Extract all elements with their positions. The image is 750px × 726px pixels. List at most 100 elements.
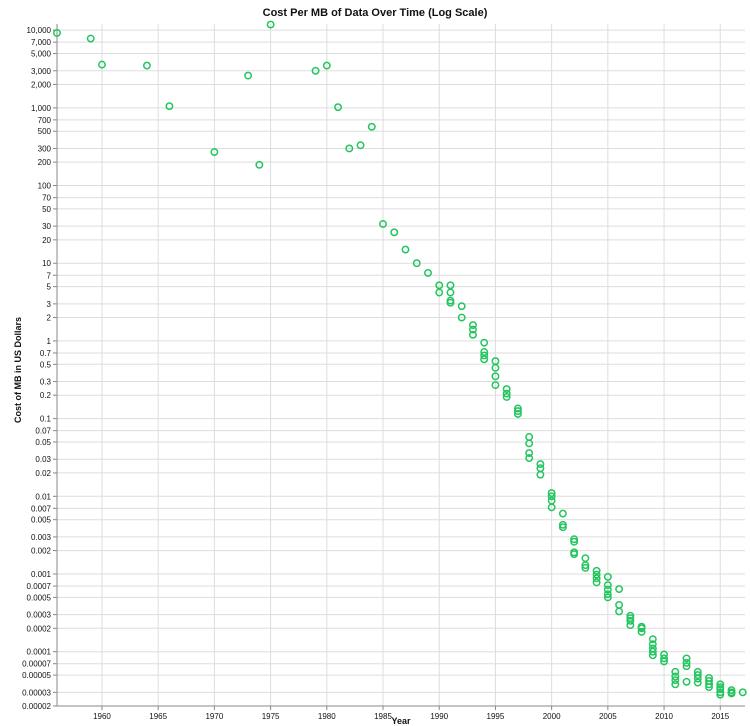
data-point: [626, 621, 635, 630]
y-tick-label: 0.0005: [27, 593, 52, 602]
x-tick-label: 2015: [711, 712, 729, 721]
y-tick-label: 1,000: [31, 104, 52, 113]
data-point: [626, 611, 635, 620]
y-tick-label: 70: [42, 194, 51, 203]
data-point: [513, 404, 522, 413]
data-point: [480, 348, 489, 356]
y-tick-label: 5,000: [31, 50, 52, 59]
data-point: [435, 281, 444, 290]
data-point: [682, 654, 691, 663]
data-point: [334, 103, 342, 112]
data-point: [615, 585, 624, 594]
data-point: [142, 61, 151, 70]
y-tick-label: 0.3: [40, 378, 52, 387]
data-point: [693, 674, 702, 683]
data-point: [671, 680, 680, 689]
data-point: [491, 363, 500, 372]
data-point: [446, 298, 455, 307]
data-point: [648, 647, 657, 656]
y-tick-label: 2,000: [31, 80, 52, 89]
y-tick-label: 0.002: [31, 547, 52, 556]
data-point: [738, 688, 747, 697]
y-tick-label: 3,000: [31, 67, 52, 76]
y-tick-label: 10: [42, 259, 51, 268]
y-tick-label: 300: [38, 144, 52, 153]
data-point: [502, 389, 511, 398]
data-point: [322, 61, 331, 70]
y-tick-label: 0.0007: [27, 582, 52, 591]
x-tick-label: 2010: [655, 712, 673, 721]
data-point: [570, 535, 579, 544]
data-point: [581, 563, 590, 572]
data-point: [525, 433, 534, 441]
data-point: [390, 228, 399, 237]
y-axis-title: Cost of MB in US Dollars: [13, 317, 23, 423]
data-point: [536, 464, 545, 473]
data-point: [671, 667, 680, 676]
data-point: [502, 385, 511, 394]
y-tick-label: 7,000: [31, 38, 52, 47]
data-point: [435, 288, 444, 297]
x-tick-label: 2005: [599, 712, 617, 721]
y-tick-label: 0.07: [35, 427, 51, 436]
data-point: [682, 677, 691, 686]
data-point: [457, 313, 466, 322]
y-tick-label: 0.0002: [27, 624, 52, 633]
data-point: [547, 492, 556, 501]
data-point: [570, 537, 579, 546]
data-point: [86, 34, 95, 43]
data-point: [581, 561, 590, 570]
data-point: [603, 572, 612, 581]
data-point: [446, 281, 455, 290]
data-point: [705, 680, 713, 689]
data-point: [424, 268, 432, 277]
data-point: [480, 351, 489, 360]
data-point: [558, 509, 567, 518]
data-point: [570, 550, 579, 559]
data-point: [660, 654, 669, 663]
x-tick-label: 1990: [430, 712, 448, 721]
y-tick-label: 0.2: [40, 391, 52, 400]
data-point: [603, 593, 612, 602]
data-point: [682, 662, 691, 671]
y-tick-label: 0.02: [35, 469, 51, 478]
data-point: [671, 672, 680, 681]
y-tick-label: 0.5: [40, 360, 52, 369]
y-tick-label: 100: [38, 182, 52, 191]
y-tick-label: 0.01: [35, 492, 51, 501]
data-point: [547, 489, 556, 498]
data-point: [98, 60, 106, 69]
x-tick-label: 1985: [374, 712, 392, 721]
data-point: [637, 624, 646, 633]
y-tick-label: 0.003: [31, 533, 52, 542]
y-tick-label: 700: [38, 116, 52, 125]
y-tick-label: 0.1: [40, 415, 52, 424]
y-tick-label: 500: [38, 127, 52, 136]
y-tick-label: 0.001: [31, 570, 52, 579]
x-tick-label: 1995: [487, 712, 505, 721]
y-tick-label: 20: [42, 236, 51, 245]
y-tick-label: 0.00005: [22, 671, 51, 680]
data-point: [480, 338, 489, 347]
data-point: [480, 355, 489, 364]
y-tick-label: 30: [42, 222, 51, 231]
y-tick-label: 0.0001: [27, 648, 52, 657]
data-point: [716, 685, 725, 694]
data-point: [558, 520, 567, 529]
y-tick-label: 3: [47, 300, 52, 309]
data-point: [525, 449, 534, 458]
data-point: [592, 574, 601, 583]
y-tick-label: 7: [47, 271, 52, 280]
data-point: [311, 66, 320, 75]
data-point: [603, 590, 612, 599]
y-tick-label: 0.7: [40, 349, 52, 358]
y-tick-label: 10,000: [27, 26, 52, 35]
data-point: [412, 259, 421, 268]
y-tick-label: 0.005: [31, 516, 52, 525]
y-tick-label: 50: [42, 205, 51, 214]
grid-lines: [57, 24, 745, 707]
data-point: [615, 600, 624, 609]
data-point: [581, 554, 590, 563]
